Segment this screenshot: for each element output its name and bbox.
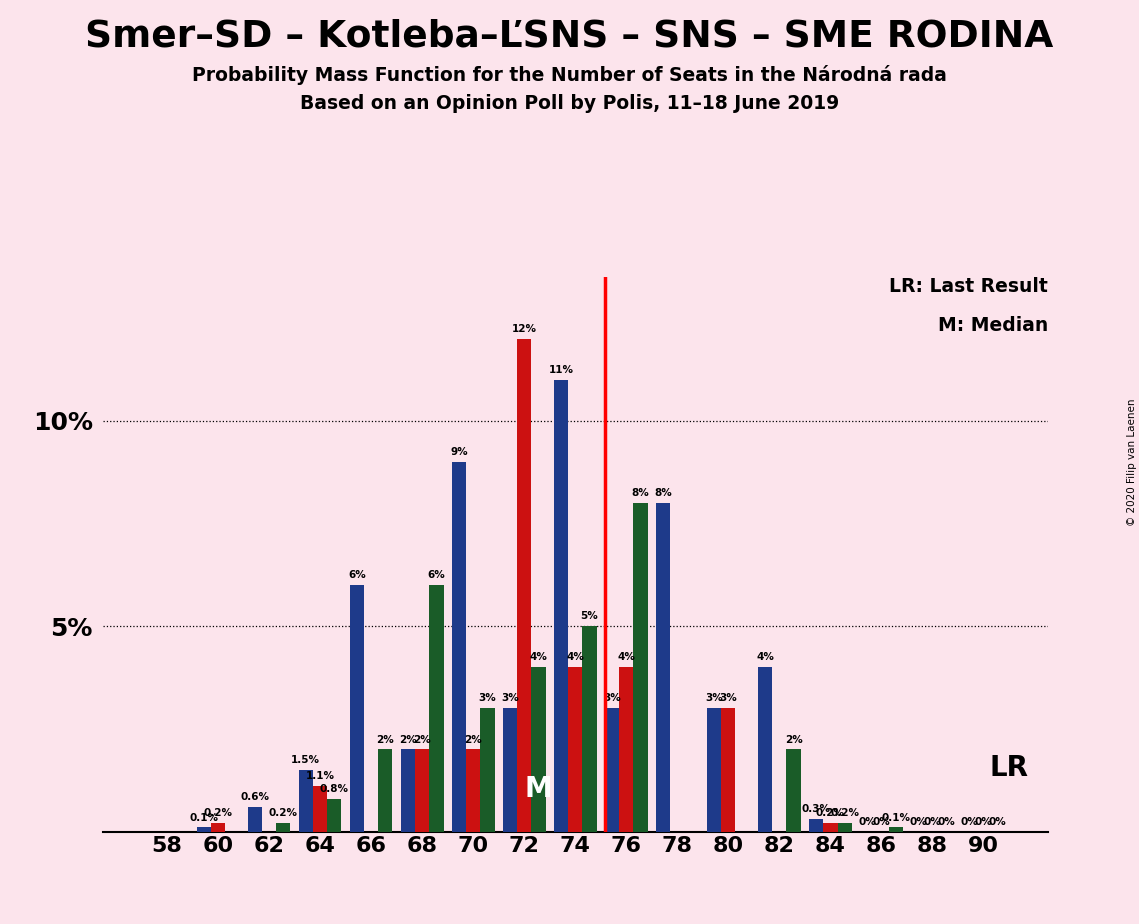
Text: 0.6%: 0.6% <box>240 792 269 802</box>
Text: 3%: 3% <box>478 694 497 703</box>
Bar <box>313 786 327 832</box>
Bar <box>327 798 342 832</box>
Text: 1.5%: 1.5% <box>292 755 320 765</box>
Text: 3%: 3% <box>501 694 518 703</box>
Text: Based on an Opinion Poll by Polis, 11–18 June 2019: Based on an Opinion Poll by Polis, 11–18… <box>300 94 839 114</box>
Text: 0%: 0% <box>909 817 927 827</box>
Text: 9%: 9% <box>450 447 468 457</box>
Text: Probability Mass Function for the Number of Seats in the Národná rada: Probability Mass Function for the Number… <box>192 65 947 85</box>
Bar <box>554 380 568 832</box>
Bar <box>721 709 736 832</box>
Bar <box>452 462 466 832</box>
Bar <box>531 667 546 832</box>
Text: 8%: 8% <box>654 488 672 498</box>
Bar <box>466 749 481 832</box>
Text: 4%: 4% <box>756 652 775 663</box>
Text: 0.2%: 0.2% <box>816 808 845 819</box>
Bar <box>582 626 597 832</box>
Bar <box>605 709 620 832</box>
Text: 6%: 6% <box>427 570 445 580</box>
Text: 0.1%: 0.1% <box>189 812 219 822</box>
Text: 1.1%: 1.1% <box>305 772 335 782</box>
Bar <box>568 667 582 832</box>
Bar <box>276 823 290 832</box>
Bar <box>786 749 801 832</box>
Text: 3%: 3% <box>705 694 723 703</box>
Text: 5%: 5% <box>581 612 598 621</box>
Bar <box>656 503 670 832</box>
Bar <box>888 828 903 832</box>
Text: LR: LR <box>990 754 1029 783</box>
Text: 2%: 2% <box>465 735 482 745</box>
Bar <box>211 823 226 832</box>
Bar <box>707 709 721 832</box>
Text: 0.8%: 0.8% <box>320 784 349 794</box>
Text: 6%: 6% <box>347 570 366 580</box>
Text: 12%: 12% <box>511 324 536 334</box>
Bar <box>481 709 494 832</box>
Text: 0.2%: 0.2% <box>204 808 232 819</box>
Text: 0.2%: 0.2% <box>269 808 297 819</box>
Text: 11%: 11% <box>548 365 573 375</box>
Bar <box>350 585 364 832</box>
Bar <box>378 749 393 832</box>
Bar <box>823 823 837 832</box>
Text: 2%: 2% <box>377 735 394 745</box>
Text: 3%: 3% <box>720 694 737 703</box>
Text: 0%: 0% <box>975 817 992 827</box>
Bar <box>837 823 852 832</box>
Text: 0%: 0% <box>960 817 978 827</box>
Bar <box>517 339 531 832</box>
Bar <box>197 828 211 832</box>
Text: 4%: 4% <box>530 652 548 663</box>
Bar <box>415 749 429 832</box>
Text: LR: Last Result: LR: Last Result <box>890 277 1048 297</box>
Bar <box>633 503 648 832</box>
Text: Smer–SD – Kotleba–ĽSNS – SNS – SME RODINA: Smer–SD – Kotleba–ĽSNS – SNS – SME RODIN… <box>85 18 1054 55</box>
Text: 4%: 4% <box>617 652 636 663</box>
Text: 2%: 2% <box>785 735 803 745</box>
Bar <box>809 820 823 832</box>
Text: 0.1%: 0.1% <box>882 812 910 822</box>
Text: 0.2%: 0.2% <box>830 808 859 819</box>
Text: 2%: 2% <box>399 735 417 745</box>
Text: 2%: 2% <box>413 735 431 745</box>
Text: 0%: 0% <box>937 817 956 827</box>
Text: M: Median: M: Median <box>937 316 1048 335</box>
Text: 4%: 4% <box>566 652 584 663</box>
Text: 0%: 0% <box>859 817 876 827</box>
Bar <box>401 749 415 832</box>
Bar <box>502 709 517 832</box>
Text: M: M <box>525 775 552 803</box>
Bar <box>620 667 633 832</box>
Bar <box>298 770 313 832</box>
Bar <box>429 585 443 832</box>
Text: 0%: 0% <box>989 817 1007 827</box>
Text: 0%: 0% <box>872 817 891 827</box>
Text: 0%: 0% <box>924 817 941 827</box>
Text: 8%: 8% <box>632 488 649 498</box>
Text: © 2020 Filip van Laenen: © 2020 Filip van Laenen <box>1126 398 1137 526</box>
Text: 0.3%: 0.3% <box>802 805 830 814</box>
Bar <box>757 667 772 832</box>
Bar <box>247 807 262 832</box>
Text: 3%: 3% <box>603 694 621 703</box>
